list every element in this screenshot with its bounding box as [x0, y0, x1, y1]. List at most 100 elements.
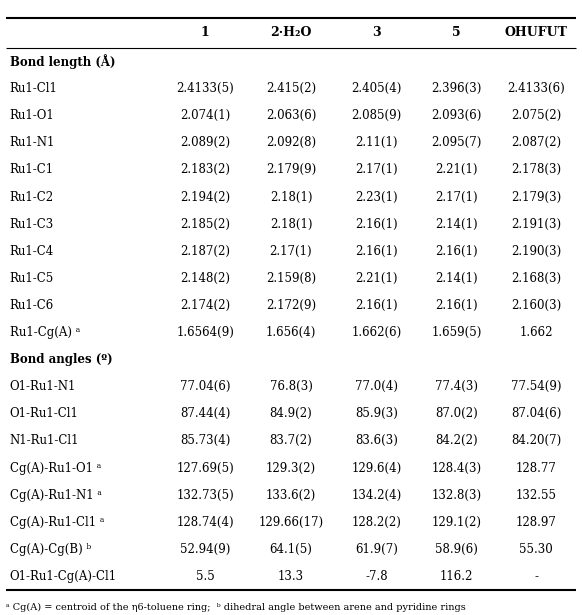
- Text: 5.5: 5.5: [196, 570, 215, 583]
- Text: 76.8(3): 76.8(3): [269, 380, 313, 393]
- Text: 128.2(2): 128.2(2): [352, 516, 402, 529]
- Text: Ru1-O1: Ru1-O1: [10, 109, 55, 122]
- Text: 1.662: 1.662: [520, 326, 553, 339]
- Text: 2.23(1): 2.23(1): [356, 191, 398, 204]
- Text: 58.9(6): 58.9(6): [435, 543, 478, 556]
- Text: Ru1-N1: Ru1-N1: [10, 137, 55, 149]
- Text: 1: 1: [201, 26, 210, 39]
- Text: 77.0(4): 77.0(4): [355, 380, 398, 393]
- Text: 13.3: 13.3: [278, 570, 304, 583]
- Text: 61.9(7): 61.9(7): [355, 543, 398, 556]
- Text: Ru1-C4: Ru1-C4: [10, 245, 54, 258]
- Text: 2.187(2): 2.187(2): [180, 245, 230, 258]
- Text: 133.6(2): 133.6(2): [266, 489, 316, 502]
- Text: 127.69(5): 127.69(5): [176, 461, 234, 475]
- Text: 85.73(4): 85.73(4): [180, 434, 230, 448]
- Text: 2.16(1): 2.16(1): [435, 299, 478, 312]
- Text: 2.160(3): 2.160(3): [511, 299, 562, 312]
- Text: 85.9(3): 85.9(3): [355, 407, 398, 420]
- Text: 2.16(1): 2.16(1): [356, 299, 398, 312]
- Text: Cg(A)-Ru1-N1 ᵃ: Cg(A)-Ru1-N1 ᵃ: [10, 489, 102, 502]
- Text: 2.190(3): 2.190(3): [511, 245, 562, 258]
- Text: 2.183(2): 2.183(2): [180, 164, 230, 177]
- Text: 129.66(17): 129.66(17): [258, 516, 324, 529]
- Text: 77.04(6): 77.04(6): [180, 380, 230, 393]
- Text: 2.17(1): 2.17(1): [356, 164, 398, 177]
- Text: 2.396(3): 2.396(3): [431, 82, 482, 95]
- Text: 128.4(3): 128.4(3): [431, 461, 481, 475]
- Text: OHUFUT: OHUFUT: [505, 26, 567, 39]
- Text: 2.185(2): 2.185(2): [180, 218, 230, 231]
- Text: 2.095(7): 2.095(7): [431, 137, 482, 149]
- Text: -7.8: -7.8: [365, 570, 388, 583]
- Text: 2.17(1): 2.17(1): [269, 245, 313, 258]
- Text: 2.11(1): 2.11(1): [356, 137, 398, 149]
- Text: 2.17(1): 2.17(1): [435, 191, 478, 204]
- Text: 2.16(1): 2.16(1): [356, 218, 398, 231]
- Text: 129.1(2): 129.1(2): [431, 516, 481, 529]
- Text: 2.148(2): 2.148(2): [180, 272, 230, 285]
- Text: O1-Ru1-N1: O1-Ru1-N1: [10, 380, 76, 393]
- Text: 2.18(1): 2.18(1): [269, 191, 313, 204]
- Text: 129.6(4): 129.6(4): [352, 461, 402, 475]
- Text: Ru1-C6: Ru1-C6: [10, 299, 54, 312]
- Text: 3: 3: [372, 26, 381, 39]
- Text: 2.21(1): 2.21(1): [435, 164, 478, 177]
- Text: 2.074(1): 2.074(1): [180, 109, 230, 122]
- Text: 77.4(3): 77.4(3): [435, 380, 478, 393]
- Text: 55.30: 55.30: [519, 543, 553, 556]
- Text: 2.159(8): 2.159(8): [266, 272, 316, 285]
- Text: 2.405(4): 2.405(4): [352, 82, 402, 95]
- Text: 2.415(2): 2.415(2): [266, 82, 316, 95]
- Text: Cg(A)-Cg(B) ᵇ: Cg(A)-Cg(B) ᵇ: [10, 543, 91, 556]
- Text: 2.085(9): 2.085(9): [352, 109, 402, 122]
- Text: O1-Ru1-Cl1: O1-Ru1-Cl1: [10, 407, 79, 420]
- Text: 2.14(1): 2.14(1): [435, 272, 478, 285]
- Text: 2.089(2): 2.089(2): [180, 137, 230, 149]
- Text: 2.092(8): 2.092(8): [266, 137, 316, 149]
- Text: 83.6(3): 83.6(3): [355, 434, 398, 448]
- Text: 2·H₂O: 2·H₂O: [270, 26, 312, 39]
- Text: 2.172(9): 2.172(9): [266, 299, 316, 312]
- Text: 2.21(1): 2.21(1): [356, 272, 398, 285]
- Text: 5: 5: [452, 26, 461, 39]
- Text: Ru1-C2: Ru1-C2: [10, 191, 54, 204]
- Text: Ru1-C1: Ru1-C1: [10, 164, 54, 177]
- Text: 1.659(5): 1.659(5): [431, 326, 482, 339]
- Text: 128.97: 128.97: [516, 516, 557, 529]
- Text: 1.656(4): 1.656(4): [266, 326, 316, 339]
- Text: 132.8(3): 132.8(3): [431, 489, 481, 502]
- Text: Ru1-C5: Ru1-C5: [10, 272, 54, 285]
- Text: 87.44(4): 87.44(4): [180, 407, 230, 420]
- Text: 129.3(2): 129.3(2): [266, 461, 316, 475]
- Text: 116.2: 116.2: [440, 570, 473, 583]
- Text: 1.6564(9): 1.6564(9): [176, 326, 234, 339]
- Text: O1-Ru1-Cg(A)-Cl1: O1-Ru1-Cg(A)-Cl1: [10, 570, 117, 583]
- Text: 2.087(2): 2.087(2): [511, 137, 562, 149]
- Text: 128.74(4): 128.74(4): [176, 516, 234, 529]
- Text: 134.2(4): 134.2(4): [352, 489, 402, 502]
- Text: 2.16(1): 2.16(1): [356, 245, 398, 258]
- Text: Cg(A)-Ru1-O1 ᵃ: Cg(A)-Ru1-O1 ᵃ: [10, 461, 101, 475]
- Text: 132.55: 132.55: [516, 489, 557, 502]
- Text: Ru1-C3: Ru1-C3: [10, 218, 54, 231]
- Text: 83.7(2): 83.7(2): [269, 434, 313, 448]
- Text: ᵃ Cg(A) = centroid of the η6-toluene ring;  ᵇ dihedral angle between arene and p: ᵃ Cg(A) = centroid of the η6-toluene rin…: [6, 603, 466, 612]
- Text: Ru1-Cl1: Ru1-Cl1: [10, 82, 58, 95]
- Text: 132.73(5): 132.73(5): [176, 489, 234, 502]
- Text: Ru1-Cg(A) ᵃ: Ru1-Cg(A) ᵃ: [10, 326, 80, 339]
- Text: 77.54(9): 77.54(9): [511, 380, 562, 393]
- Text: 64.1(5): 64.1(5): [269, 543, 313, 556]
- Text: 2.178(3): 2.178(3): [511, 164, 562, 177]
- Text: 128.77: 128.77: [516, 461, 557, 475]
- Text: 1.662(6): 1.662(6): [352, 326, 402, 339]
- Text: Cg(A)-Ru1-Cl1 ᵃ: Cg(A)-Ru1-Cl1 ᵃ: [10, 516, 104, 529]
- Text: Bond length (Å): Bond length (Å): [10, 54, 115, 69]
- Text: 2.174(2): 2.174(2): [180, 299, 230, 312]
- Text: 87.0(2): 87.0(2): [435, 407, 478, 420]
- Text: 2.194(2): 2.194(2): [180, 191, 230, 204]
- Text: 84.2(2): 84.2(2): [435, 434, 478, 448]
- Text: 2.093(6): 2.093(6): [431, 109, 482, 122]
- Text: 52.94(9): 52.94(9): [180, 543, 230, 556]
- Text: 84.9(2): 84.9(2): [269, 407, 313, 420]
